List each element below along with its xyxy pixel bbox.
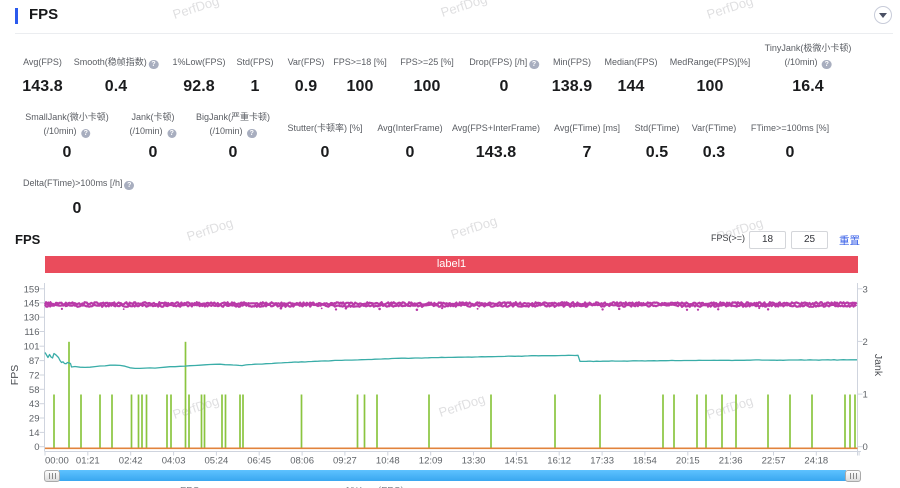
svg-text:2: 2 [863, 337, 868, 348]
svg-text:0: 0 [863, 442, 868, 453]
svg-text:116: 116 [24, 327, 39, 338]
svg-text:13:30: 13:30 [462, 456, 486, 467]
svg-text:87: 87 [29, 356, 40, 367]
svg-text:101: 101 [24, 342, 40, 353]
svg-text:Jank: Jank [872, 354, 884, 377]
svg-text:08:06: 08:06 [290, 456, 314, 467]
svg-text:22:57: 22:57 [762, 456, 786, 467]
svg-text:14:51: 14:51 [505, 456, 529, 467]
svg-text:01:21: 01:21 [76, 456, 100, 467]
svg-text:20:15: 20:15 [676, 456, 700, 467]
svg-text:0: 0 [34, 442, 39, 453]
svg-text:17:33: 17:33 [590, 456, 614, 467]
svg-text:10:48: 10:48 [376, 456, 400, 467]
svg-text:14: 14 [29, 428, 40, 439]
svg-text:43: 43 [29, 399, 40, 410]
svg-text:16:12: 16:12 [547, 456, 571, 467]
svg-text:159: 159 [24, 284, 40, 295]
svg-text:18:54: 18:54 [633, 456, 657, 467]
svg-text:06:45: 06:45 [247, 456, 271, 467]
svg-text:1: 1 [863, 390, 868, 401]
svg-text:05:24: 05:24 [205, 456, 229, 467]
svg-text:58: 58 [29, 385, 40, 396]
svg-text:3: 3 [863, 284, 868, 295]
svg-text:145: 145 [24, 298, 40, 309]
svg-text:24:18: 24:18 [804, 456, 828, 467]
svg-text:09:27: 09:27 [333, 456, 357, 467]
svg-text:02:42: 02:42 [119, 456, 143, 467]
svg-text:130: 130 [24, 313, 40, 324]
svg-text:00:00: 00:00 [45, 456, 69, 467]
svg-text:29: 29 [29, 414, 40, 425]
svg-text:12:09: 12:09 [419, 456, 443, 467]
svg-text:72: 72 [29, 371, 40, 382]
svg-text:04:03: 04:03 [162, 456, 186, 467]
svg-text:FPS: FPS [9, 365, 21, 385]
svg-text:21:36: 21:36 [719, 456, 743, 467]
